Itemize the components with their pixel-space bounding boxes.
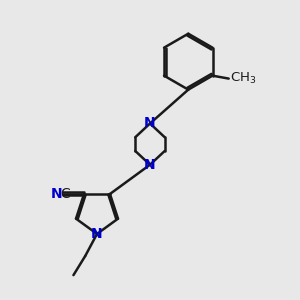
Text: N: N <box>144 158 156 172</box>
Text: CH$_3$: CH$_3$ <box>230 71 256 86</box>
Text: N: N <box>144 116 156 130</box>
Text: N: N <box>91 227 103 241</box>
Text: C: C <box>60 187 70 201</box>
Text: N: N <box>51 187 62 201</box>
